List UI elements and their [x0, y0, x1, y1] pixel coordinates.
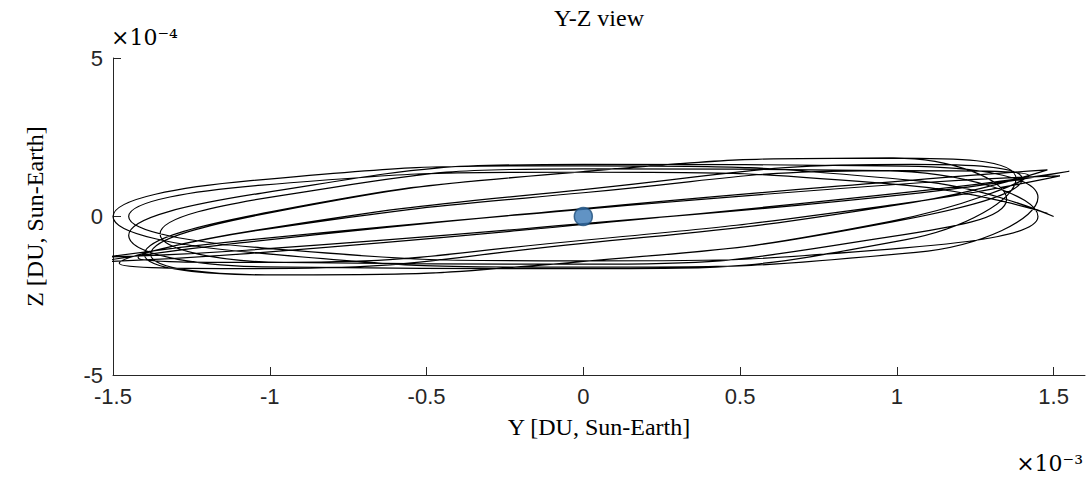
svg-text:5: 5: [91, 46, 103, 71]
svg-text:1: 1: [891, 384, 903, 409]
svg-text:×10⁻⁴: ×10⁻⁴: [111, 25, 178, 50]
svg-text:Z [DU, Sun-Earth]: Z [DU, Sun-Earth]: [22, 126, 48, 307]
svg-text:×10⁻³: ×10⁻³: [1016, 451, 1083, 476]
svg-text:0: 0: [91, 204, 103, 229]
svg-text:0.5: 0.5: [725, 384, 756, 409]
svg-text:-0.5: -0.5: [408, 384, 446, 409]
svg-text:1.5: 1.5: [1038, 384, 1069, 409]
svg-text:Y-Z view: Y-Z view: [554, 5, 645, 31]
svg-text:Y [DU, Sun-Earth]: Y [DU, Sun-Earth]: [508, 414, 690, 440]
svg-text:0: 0: [577, 384, 589, 409]
svg-text:-1.5: -1.5: [94, 384, 132, 409]
svg-text:-1: -1: [260, 384, 280, 409]
svg-text:-5: -5: [83, 362, 103, 388]
